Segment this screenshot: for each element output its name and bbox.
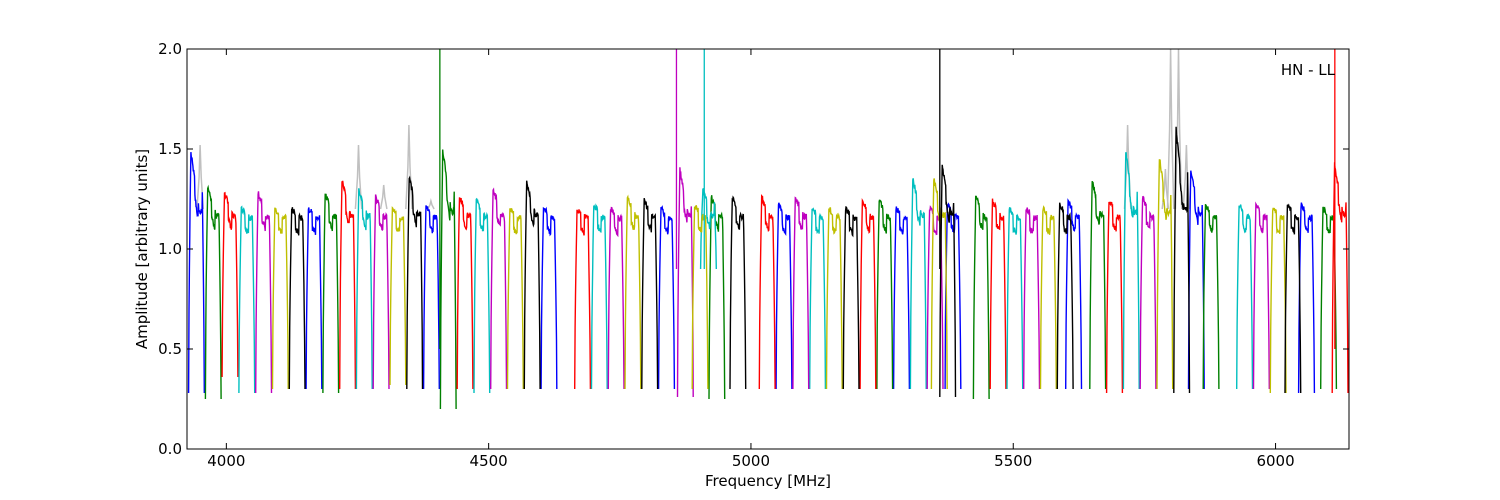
series-4-channel-4 [676,167,694,398]
series-0-channel-10 [1297,202,1316,394]
y-axis-label: Amplitude [arbitrary units] [133,149,151,349]
series-5-channel-7 [1039,205,1057,390]
series-6-channel-7 [1056,202,1074,390]
series-2-channel-2 [456,197,474,390]
series-1-channel-7 [1202,204,1220,390]
series-3-channel-9 [1236,204,1254,390]
series-0-channel-1 [305,207,323,390]
series-2-channel-3 [574,209,592,390]
series-6-channel-4 [729,195,747,390]
series-6-channel-2 [523,180,541,390]
series-6-channel-0 [288,207,306,390]
series-6-channel-1 [406,175,424,390]
series-6-channel-9 [1284,203,1302,394]
plot-area [187,49,1349,410]
series-3-channel-0 [238,205,256,394]
series-2-channel-7 [1105,201,1124,394]
series-5-channel-2 [506,208,524,390]
series-6-channel-5 [842,206,860,390]
x-tick-label: 6000 [1256,452,1294,470]
x-tick-label: 5500 [994,452,1032,470]
series-1-channel-5 [972,195,990,400]
series-1-channel-0 [204,184,222,400]
series-0-channel-7 [944,202,962,390]
background-trace-peak [1166,49,1175,210]
series-0-channel-8 [1065,198,1083,390]
x-tick-label: 4000 [207,452,245,470]
series-4-channel-5 [792,196,810,390]
series-4-channel-1 [372,194,390,390]
background-trace-peak [1174,49,1183,210]
series-2-channel-0 [221,191,239,378]
series-5-channel-4 [691,205,709,390]
x-tick-label: 4500 [470,452,508,470]
series-4-channel-7 [1023,207,1041,390]
series-3-channel-8 [1122,151,1140,390]
series-2-channel-5 [859,197,877,390]
series-6-channel-3 [641,197,659,390]
y-axis: 0.0 0.5 1.0 1.5 2.0 [158,40,1349,458]
series-2-channel-4 [758,193,776,390]
series-5-channel-8 [1156,159,1174,390]
series-5-channel-9 [1269,207,1287,394]
series-5-channel-3 [624,194,642,390]
background-trace-peak [196,144,205,210]
series-0-channel-3 [540,206,558,390]
y-tick-label: 1.5 [158,140,182,158]
series-2-channel-1 [339,180,357,390]
series-0-channel-6 [892,206,911,390]
series-0-channel-2 [422,205,440,390]
series-3-channel-7 [1006,207,1024,390]
series-1-channel-2 [439,149,457,410]
y-tick-label: 2.0 [158,40,182,58]
series-4-channel-0 [255,191,273,394]
series-1-channel-3 [708,195,726,400]
y-tick-label: 1.0 [158,240,182,258]
series-3-channel-1 [355,188,373,390]
series-0-channel-0 [187,152,205,394]
x-axis-label: Frequency [MHz] [705,472,831,490]
series-6-channel-6 [939,164,957,398]
series-3-channel-5 [809,207,827,390]
series-5-channel-1 [389,206,407,386]
series-4-channel-9 [1252,201,1270,390]
series-3-channel-4 [699,187,717,270]
background-trace-peak [354,144,363,210]
series-4-channel-3 [607,206,625,390]
series-2-channel-6 [989,198,1007,390]
series-5-channel-0 [271,207,289,390]
background-trace-peak [379,184,388,210]
series-3-channel-2 [473,197,491,394]
series-1-channel-6 [1089,180,1107,390]
series-3-channel-3 [590,203,608,390]
series-1-channel-4 [876,199,894,390]
x-axis: 4000 4500 5000 5500 6000 [207,49,1295,470]
x-tick-label: 5000 [732,452,770,470]
series-6-channel-8 [1173,126,1191,394]
series-4-channel-8 [1139,195,1157,390]
series-1-channel-1 [322,193,340,394]
y-tick-label: 0.0 [158,440,182,458]
series-4-channel-2 [490,187,508,390]
y-tick-label: 0.5 [158,340,182,358]
background-trace-peak [427,198,435,210]
series-0-channel-5 [775,202,793,390]
series-3-channel-6 [909,178,927,390]
chart-annotation: HN - LL [1281,61,1336,79]
series-0-channel-9 [1187,170,1205,390]
series-0-channel-4 [657,204,676,390]
series-5-channel-5 [825,207,843,390]
